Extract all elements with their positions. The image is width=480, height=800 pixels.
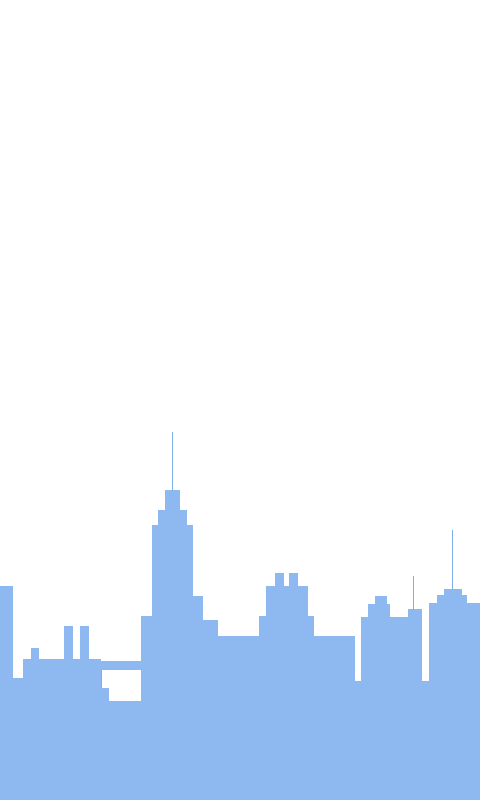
stepped-upper: [368, 604, 390, 618]
antenna: [413, 576, 414, 610]
bridge-top: [101, 661, 141, 670]
building-left-edge-top: [0, 591, 13, 601]
tower-base-right: [193, 596, 203, 800]
factory-roof-bump: [31, 648, 39, 660]
tower-spire: [172, 432, 173, 491]
stepped-cap: [375, 596, 387, 605]
tower-step-2: [165, 490, 180, 511]
twin-top-upper: [266, 586, 308, 617]
right-tower-cap: [444, 589, 462, 596]
antenna-tower-cap: [408, 609, 422, 618]
chimney-right: [80, 626, 89, 660]
tower-step-1: [158, 510, 187, 526]
twin-top-left-cap: [275, 573, 284, 587]
twin-top-right-cap: [289, 573, 298, 587]
ground-base: [0, 701, 480, 800]
chimney-left: [64, 626, 73, 660]
right-tower-upper: [437, 595, 467, 604]
right-tower-spire: [452, 530, 453, 590]
skyline-silhouette: [0, 432, 480, 800]
